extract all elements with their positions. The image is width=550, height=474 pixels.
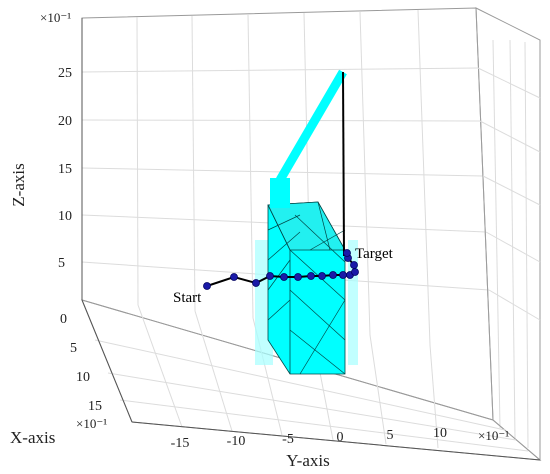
path-series xyxy=(203,249,359,290)
z-tick-label: 5 xyxy=(58,256,65,271)
path-point xyxy=(294,273,302,281)
x-exponent: ×10⁻¹ xyxy=(76,416,107,431)
y-tick-label: -10 xyxy=(227,434,246,449)
start-label: Start xyxy=(173,290,202,306)
z-ticks: 5 10 15 20 25 xyxy=(58,66,72,271)
x-tick-label: 5 xyxy=(70,341,77,356)
path-point xyxy=(318,272,326,280)
y-tick-label: 0 xyxy=(337,430,344,445)
y-tick-label: 10 xyxy=(433,426,447,441)
manipulator-arm xyxy=(270,69,347,257)
z-axis-label: Z-axis xyxy=(9,163,28,206)
x-tick-label: 15 xyxy=(88,399,102,414)
y-axis-label: Y-axis xyxy=(286,451,329,470)
z-exponent: ×10⁻¹ xyxy=(40,10,71,25)
path-point xyxy=(339,271,347,279)
path-point xyxy=(252,279,260,287)
z-tick-label: 10 xyxy=(58,209,72,224)
path-point xyxy=(203,282,211,290)
z-tick-label: 25 xyxy=(58,66,72,81)
y-tick-label: -5 xyxy=(282,432,294,447)
path-point xyxy=(307,272,315,280)
x-tick-label: 10 xyxy=(76,370,90,385)
obstacle xyxy=(255,201,358,375)
y-ticks: -15 -10 -5 0 5 10 xyxy=(171,426,447,451)
z-tick-label: 20 xyxy=(58,114,72,129)
x-tick-label: 0 xyxy=(60,312,67,327)
target-label: Target xyxy=(355,246,394,262)
z-tick-label: 15 xyxy=(58,162,72,177)
path-point xyxy=(329,271,337,279)
path-point xyxy=(266,272,274,280)
path-point xyxy=(350,261,358,269)
y-exponent: ×10⁻¹ xyxy=(478,428,509,443)
x-axis-label: X-axis xyxy=(10,428,55,447)
x-ticks: 0 5 10 15 xyxy=(60,312,102,414)
y-tick-label: 5 xyxy=(387,428,394,443)
y-tick-label: -15 xyxy=(171,436,190,451)
path-point xyxy=(351,268,359,276)
path-point xyxy=(230,273,238,281)
path-point xyxy=(343,249,351,257)
path-point xyxy=(280,273,288,281)
